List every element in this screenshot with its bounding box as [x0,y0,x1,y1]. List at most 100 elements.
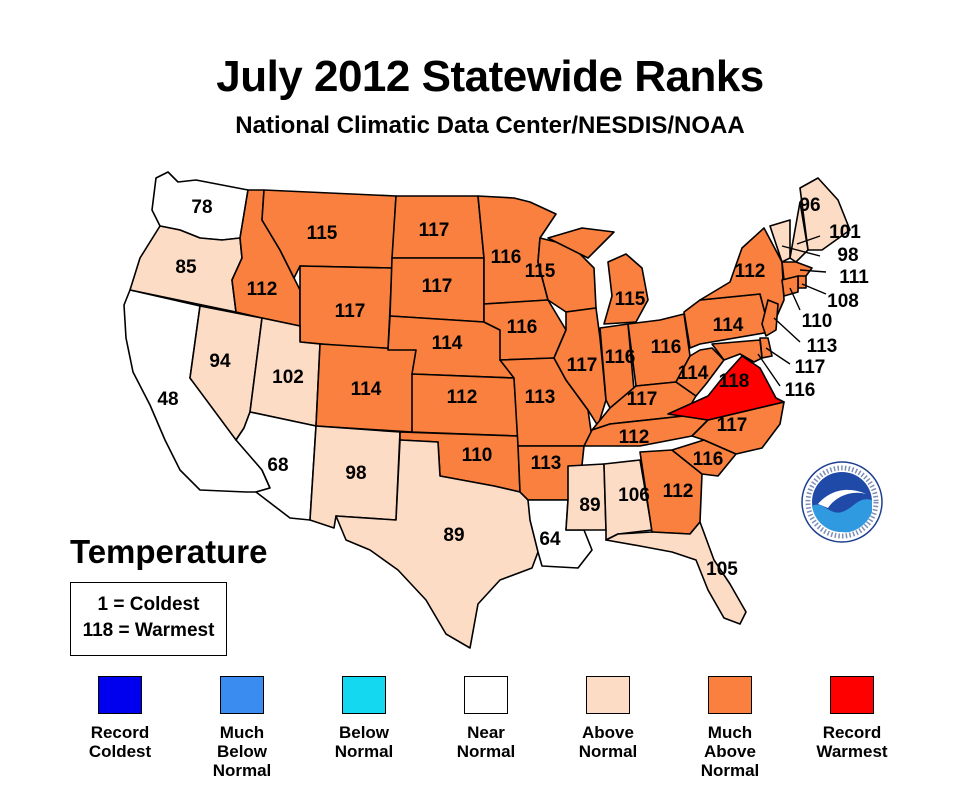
legend-label: Record Coldest [88,723,152,761]
scale-note-low: 1 = Coldest [97,594,200,615]
callout-leader-lines [757,235,827,387]
rank-label-ne: 114 [432,333,463,354]
legend-item-record-coldest: Record Coldest [60,676,180,761]
rank-label-pa: 114 [713,315,744,336]
rank-label-ma: 111 [839,267,869,288]
legend-item-below: Below Normal [304,676,424,761]
legend-label: Near Normal [456,723,516,761]
legend-item-much-above: Much Above Normal [670,676,790,780]
rank-label-wy: 117 [335,301,366,322]
rank-label-mn: 116 [491,247,522,268]
rank-label-al: 106 [618,485,650,506]
rank-label-tx: 89 [443,525,464,546]
leader-line-ct [789,287,801,311]
rank-label-vt: 98 [837,245,858,266]
rank-label-or: 85 [175,257,197,278]
rank-label-wv: 114 [678,363,709,384]
state-fl[interactable] [605,521,747,625]
rank-label-mo: 113 [525,387,556,408]
rank-label-tn: 112 [619,427,650,448]
rank-label-ri: 108 [827,291,859,312]
legend-swatch [830,676,874,714]
rank-label-va: 118 [719,371,750,392]
rank-label-nv: 94 [209,351,231,372]
rank-label-ks: 112 [447,387,478,408]
state-il[interactable] [553,307,607,427]
rank-label-fl: 105 [706,559,738,580]
state-md[interactable] [711,339,763,363]
state-va[interactable] [667,355,785,421]
rank-label-ny: 112 [735,261,766,282]
leader-line-nh [796,235,821,245]
rank-label-wi: 115 [525,261,556,282]
rank-label-ct: 110 [802,311,833,332]
rank-label-nm: 98 [345,463,366,484]
state-wv[interactable] [675,347,725,397]
rank-label-ms: 89 [579,495,600,516]
rank-label-sc: 116 [693,449,724,470]
rank-label-mi: 115 [615,289,646,310]
rank-label-nc: 117 [717,415,748,436]
rank-scale-note: 1 = Coldest 118 = Warmest [70,582,227,656]
legend-swatch [586,676,630,714]
leader-line-de [765,347,791,365]
legend-item-above: Above Normal [548,676,668,761]
rank-label-in: 116 [605,347,636,368]
rank-label-me: 96 [799,195,820,216]
noaa-logo [801,461,883,543]
legend-label: Record Warmest [816,723,888,761]
leader-line-vt [781,245,821,257]
legend-swatch [220,676,264,714]
rank-label-id: 112 [247,279,278,300]
rank-label-md: 116 [785,380,816,401]
legend-item-much-below: Much Below Normal [182,676,302,780]
rank-label-ca: 48 [157,389,178,410]
state-nj[interactable] [761,299,779,337]
legend-label: Above Normal [578,723,638,761]
state-ct[interactable] [781,275,799,297]
legend-swatch [464,676,508,714]
legend-label: Much Above Normal [700,723,760,780]
legend-label: Below Normal [334,723,394,761]
leader-line-nj [773,317,801,343]
rank-label-ar: 113 [531,453,562,474]
state-ri[interactable] [797,275,807,289]
rank-label-nd: 117 [419,220,450,241]
variable-heading: Temperature [70,533,268,570]
rank-label-la: 64 [539,529,561,550]
legend-item-near: Near Normal [426,676,546,761]
state-mi[interactable] [547,227,649,325]
legend-swatch [342,676,386,714]
state-sc[interactable] [671,439,737,477]
legend-swatch [98,676,142,714]
scale-note-high: 118 = Warmest [82,620,215,641]
rank-label-ok: 110 [462,445,493,466]
map-title: July 2012 Statewide Ranks [216,52,764,101]
state-shapes [123,171,851,649]
rank-label-nj: 113 [807,336,838,357]
state-rank-labels: 78 85 48 94 112 115 117 102 68 114 98 117 117 114 112 1… [157,195,869,580]
rank-label-ia: 116 [507,317,538,338]
legend-swatch [708,676,752,714]
rank-label-az: 68 [267,455,288,476]
legend-label: Much Below Normal [212,723,272,780]
rank-label-sd: 117 [422,276,453,297]
rank-label-ut: 102 [272,367,304,388]
state-vt[interactable] [769,219,791,263]
legend-item-record-warmest: Record Warmest [792,676,912,761]
state-tx[interactable] [335,439,539,649]
leader-line-md [757,353,781,387]
rank-label-de: 117 [795,357,826,378]
rank-label-ky: 117 [627,389,658,410]
rank-label-mt: 115 [307,223,338,244]
rank-label-co: 114 [351,379,382,400]
rank-label-oh: 116 [651,337,682,358]
rank-label-wa: 78 [191,197,212,218]
rank-label-il: 117 [567,355,598,376]
map-subtitle: National Climatic Data Center/NESDIS/NOA… [235,112,745,139]
category-legend: Record Coldest Much Below Normal Below Nor… [60,676,920,796]
leader-line-ri [801,283,827,295]
rank-label-nh: 101 [829,222,861,243]
rank-label-ga: 112 [663,481,694,502]
